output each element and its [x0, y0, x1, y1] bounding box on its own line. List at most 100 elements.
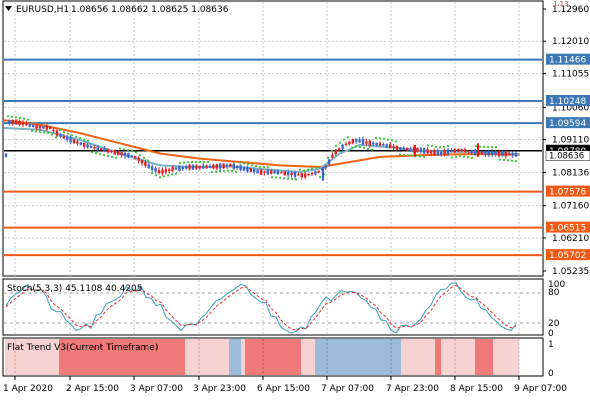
level-label-box — [546, 221, 590, 233]
psar-dot — [246, 163, 250, 166]
candle-body — [8, 119, 11, 124]
psar-dot — [386, 138, 390, 141]
psar-dot — [110, 155, 114, 158]
stoch-axis-80: 80 — [548, 288, 560, 298]
psar-dot — [282, 177, 286, 180]
candlesticks — [4, 119, 518, 181]
candle-body — [219, 163, 222, 169]
psar-dot — [446, 144, 450, 148]
psar-dot — [134, 151, 138, 154]
level-label-box — [546, 249, 590, 261]
psar-dot — [178, 161, 182, 165]
psar-dot — [242, 162, 246, 165]
candle-body — [433, 149, 436, 156]
time-axis-label: 8 Apr 15:00 — [450, 384, 503, 394]
candle-body — [100, 148, 103, 151]
flat-trend-axis: 1 0 — [548, 340, 554, 379]
psar-dot — [214, 170, 218, 173]
candle-body — [79, 142, 82, 145]
horizontal-levels[interactable] — [4, 58, 542, 257]
psar-dot — [366, 147, 370, 151]
candle-body — [259, 169, 263, 175]
psar-dot — [258, 165, 262, 169]
candle-body — [66, 137, 69, 140]
psar-dot — [150, 172, 154, 175]
psar-dot — [298, 168, 302, 171]
psar-dot — [494, 146, 498, 149]
candle-body — [225, 164, 229, 167]
stoch-signal-line — [5, 284, 517, 331]
candle-body — [304, 173, 307, 178]
level-label-text: 1.06515 — [549, 224, 586, 234]
candle-body — [348, 141, 351, 145]
time-axis-label: 1 Apr 2020 — [3, 384, 53, 394]
time-axis-label: 3 Apr 07:00 — [130, 384, 183, 394]
candle-body — [161, 169, 164, 174]
candle-body — [202, 165, 205, 169]
psar-dot — [506, 159, 510, 162]
psar-dot — [206, 160, 210, 164]
psar-dot — [290, 178, 294, 181]
candle-body — [195, 165, 198, 169]
psar-dot — [202, 160, 206, 164]
candle-body — [460, 149, 463, 152]
collapse-triangle-icon[interactable] — [5, 6, 12, 11]
psar-dot — [354, 145, 358, 148]
psar-dot — [430, 144, 434, 148]
psar-dot — [118, 147, 122, 150]
psar-dot — [374, 136, 378, 139]
candle-body — [35, 124, 38, 129]
candle-body — [198, 165, 201, 169]
psar-dot — [406, 154, 410, 157]
candle-body — [83, 142, 86, 147]
price-axis-label: 1.12010 — [552, 37, 589, 47]
level-label-box — [546, 185, 590, 197]
candle-body — [402, 147, 405, 150]
candle-body — [389, 144, 392, 149]
candle-body — [178, 165, 181, 171]
psar-dot — [66, 132, 70, 135]
candle-body — [327, 159, 331, 165]
psar-dot — [238, 161, 242, 164]
candle-body — [236, 165, 239, 169]
candle-body — [11, 120, 14, 124]
psar-dot — [50, 133, 54, 136]
psar-dot — [90, 151, 94, 154]
candle-body — [18, 120, 21, 125]
candle-body — [137, 157, 140, 161]
psar-dot — [390, 139, 394, 142]
candle-body — [453, 149, 456, 153]
time-axis-label: 9 Apr 07:00 — [514, 384, 567, 394]
psar-dot — [254, 165, 258, 168]
candle-body — [470, 150, 473, 154]
candle-body — [76, 141, 79, 144]
candle-body — [399, 147, 402, 150]
psar-dot — [182, 161, 186, 164]
candle-body — [120, 152, 123, 156]
candle-body — [392, 145, 395, 148]
candle-body — [467, 150, 470, 153]
psar-dot — [482, 145, 486, 148]
psar-dot — [306, 168, 310, 171]
candle-body — [168, 169, 171, 171]
price-axis-label: 1.07160 — [552, 202, 589, 212]
symbol-timeframe: EURUSD,H1 — [16, 5, 69, 15]
candle-body — [256, 169, 259, 174]
main-price-panel[interactable] — [2, 0, 544, 277]
candle-body — [239, 165, 242, 171]
psar-dot — [278, 176, 282, 179]
candle-body — [86, 144, 89, 148]
stoch-axis-100: 100 — [548, 280, 565, 290]
candle-body — [205, 165, 208, 169]
stochastic-panel[interactable] — [2, 278, 544, 336]
flat-trend-panel[interactable] — [2, 337, 544, 377]
candle-body — [358, 139, 361, 143]
candle-body — [110, 150, 113, 153]
candle-body — [62, 136, 65, 139]
candle-body — [21, 122, 25, 125]
psar-dot — [510, 159, 514, 162]
candle-body — [123, 153, 127, 157]
psar-dot — [458, 155, 462, 158]
